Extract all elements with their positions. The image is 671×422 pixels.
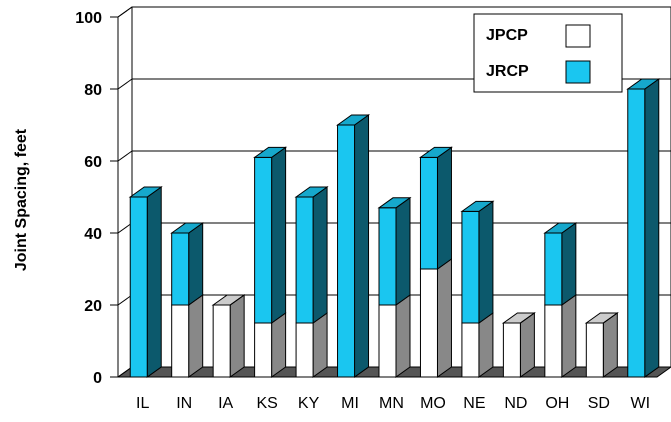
grid-line: [117, 150, 133, 162]
x-tick-label: MI: [341, 395, 359, 412]
bar-top: [335, 114, 371, 126]
grid-line: [117, 294, 133, 306]
x-tick-label: WI: [630, 395, 650, 412]
legend-swatch: [565, 60, 591, 84]
grid-line: [117, 222, 133, 234]
bar-side: [395, 196, 411, 306]
legend-box: [473, 13, 623, 93]
x-tick-label: IA: [218, 395, 233, 412]
bar-side: [395, 294, 411, 378]
x-tick-label: OH: [545, 395, 569, 412]
bar: [378, 304, 397, 378]
bar-side: [229, 294, 245, 306]
bar-side: [271, 312, 287, 378]
bar-side: [354, 114, 370, 378]
bar-top: [418, 146, 454, 158]
bar-side: [312, 186, 328, 324]
x-tick-label: KS: [256, 395, 277, 412]
x-tick-label: SD: [588, 395, 610, 412]
bar-top: [626, 78, 661, 90]
y-tick-label: 40: [84, 226, 102, 243]
x-tick-label: MO: [420, 395, 446, 412]
legend-label: JPCP: [486, 27, 528, 44]
bar-top: [128, 186, 163, 198]
bar-top: [377, 197, 412, 209]
x-tick-label: IL: [136, 395, 149, 412]
bar: [544, 304, 563, 378]
y-tick-label: 100: [75, 10, 102, 27]
bar: [337, 124, 356, 378]
bar: [627, 88, 646, 378]
bar: [171, 304, 190, 378]
bar: [461, 210, 480, 324]
grid-line: [117, 366, 133, 378]
bar-top: [543, 222, 578, 234]
bar-side: [229, 294, 245, 378]
bar-top: [170, 222, 205, 234]
bar-side: [519, 312, 535, 378]
x-tick-label: IN: [176, 395, 192, 412]
bar-side: [271, 146, 287, 324]
bar-top: [253, 146, 288, 158]
bar: [254, 156, 273, 324]
bar: [419, 156, 438, 270]
bar-side: [644, 78, 660, 378]
y-tick-label: 0: [93, 370, 102, 387]
bar: [171, 232, 190, 306]
y-axis-label: Joint Spacing, feet: [13, 128, 30, 271]
x-tick-label: NE: [463, 395, 485, 412]
bar-top: [460, 200, 495, 212]
bar: [295, 196, 314, 324]
bar: [502, 322, 521, 378]
x-tick-label: ND: [504, 395, 527, 412]
bar: [212, 304, 231, 378]
bar-side: [561, 222, 577, 306]
bar-side: [146, 186, 162, 378]
bar-side: [478, 312, 494, 378]
y-tick-label: 20: [84, 298, 102, 315]
bar-side: [561, 294, 577, 378]
bar-side: [478, 200, 494, 324]
legend-swatch: [565, 24, 591, 48]
bar-top: [294, 186, 329, 198]
bar-side: [312, 312, 328, 378]
y-tick-label: 80: [84, 82, 102, 99]
legend-label: JRCP: [486, 63, 529, 80]
bar: [378, 207, 397, 306]
bar: [419, 268, 438, 378]
bar: [461, 322, 480, 378]
bar-side: [602, 312, 618, 378]
bar-side: [188, 222, 204, 306]
bar: [585, 322, 604, 378]
bar-side: [436, 146, 452, 270]
grid-line: [117, 78, 133, 90]
x-tick-label: KY: [298, 395, 320, 412]
bar-side: [188, 294, 204, 378]
bar-side: [436, 258, 452, 378]
bar-side: [603, 312, 618, 324]
bar: [129, 196, 148, 378]
grid-line: [117, 6, 133, 18]
bar: [254, 322, 273, 378]
bar: [544, 232, 563, 306]
bar-side: [520, 312, 535, 324]
y-tick-label: 60: [84, 154, 102, 171]
bar: [295, 322, 314, 378]
x-tick-label: MN: [379, 395, 404, 412]
